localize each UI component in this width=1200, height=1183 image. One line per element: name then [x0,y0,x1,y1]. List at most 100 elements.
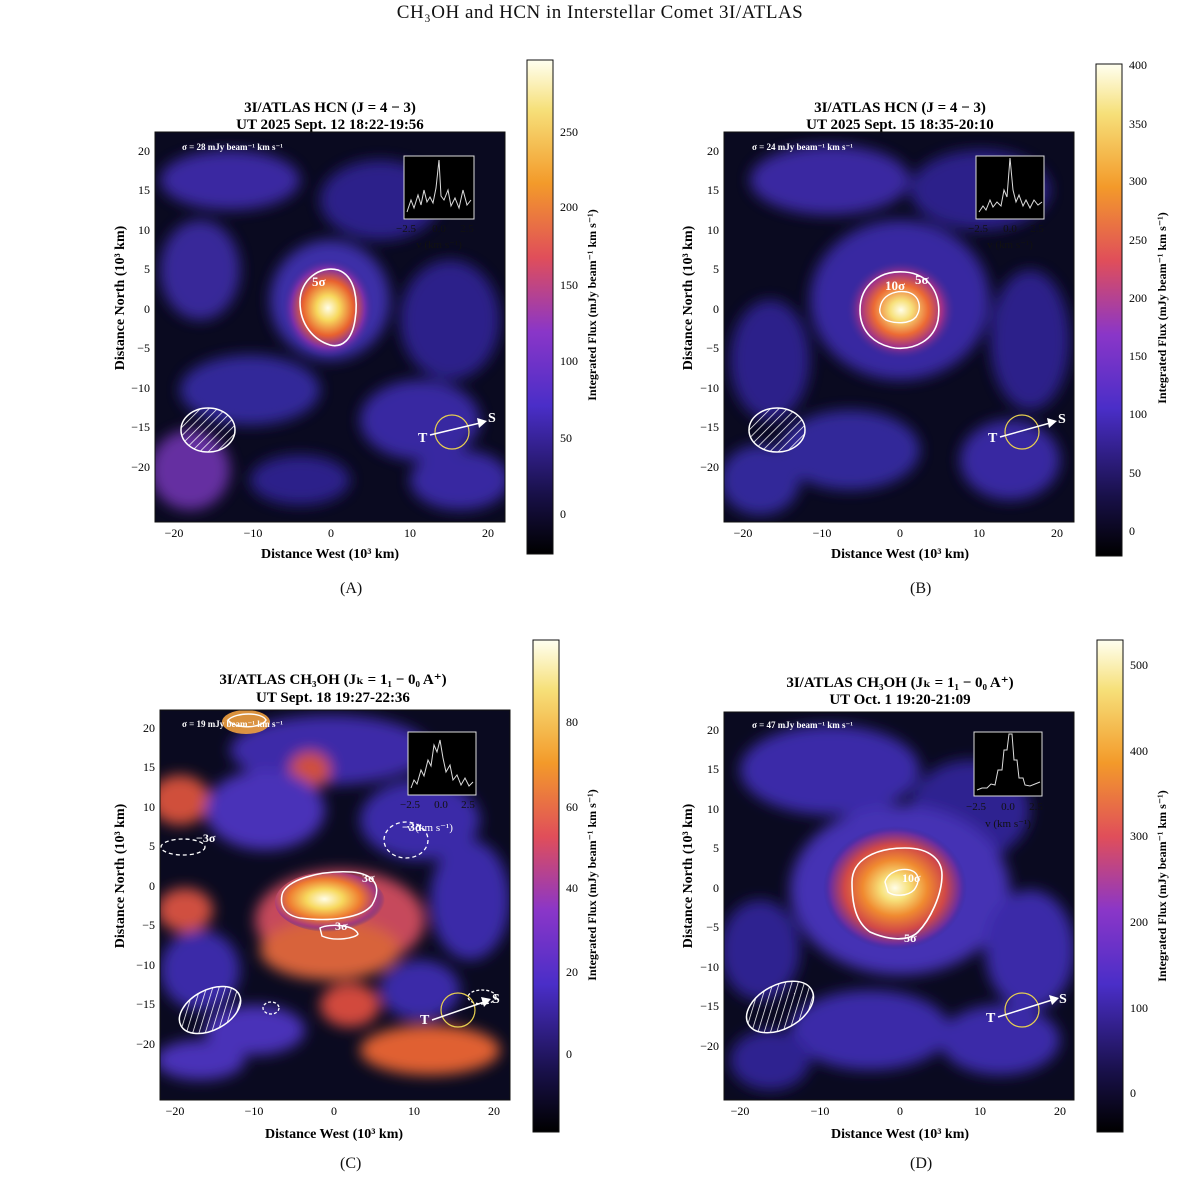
tick-label: −2.5 [966,801,986,813]
spectrum-inset: −2.5 0.0 2.5 v (km s⁻¹) [966,731,1043,830]
tick-label: σ = 47 mJy beam⁻¹ km s⁻¹ [752,720,853,730]
tick-label: σ = 19 mJy beam⁻¹ km s⁻¹ [182,719,283,729]
tick-label: 20 [143,721,155,735]
tick-label: 20 [488,1104,500,1118]
tick-label: 40 [566,881,578,895]
tick-label: Distance North (10³ km) [113,803,128,948]
colorbar: 400 350 300 250 200 150 100 50 0 Integra… [1095,58,1169,557]
tick-label: 10 [707,802,719,816]
tick-label: 10σ [885,278,905,293]
caption-d: (D) [910,1155,933,1172]
tick-label: 0 [560,507,566,521]
tick-label: 0.0 [432,223,446,235]
tick-label: −15 [131,420,150,434]
tick-label: S [488,411,496,426]
tick-label: 400 [1130,744,1148,758]
tick-label: 20 [482,526,494,540]
direction-indicator: T S [418,411,496,450]
sigma-label: σ = 28 mJy beam⁻¹ km s⁻¹ [182,142,283,152]
tick-label: −5 [706,920,719,934]
tick-label: 15 [707,762,719,776]
direction-indicator: T S [986,992,1067,1028]
tick-label: 0 [328,526,334,540]
tick-label: −20 [131,460,150,474]
tick-label: 10 [143,800,155,814]
beam-ellipse [180,407,236,453]
tick-label: T [418,431,428,446]
tick-label: 3I/ATLAS CH₃OH (Jₖ = 1₁ − 0₀ A⁺) [786,675,1013,691]
colorbar: 80 60 40 20 0 Integrated Flux (mJy beam⁻… [532,639,599,1133]
tick-label: 250 [1129,233,1147,247]
tick-label: 10 [974,1104,986,1118]
tick-label: 2.5 [460,223,474,235]
tick-label: −20 [734,526,753,540]
tick-label: 0 [331,1104,337,1118]
tick-label: 0 [149,879,155,893]
panel-title-line2: UT 2025 Sept. 12 18:22-19:56 [236,117,424,133]
tick-label: 2.5 [1030,223,1044,235]
tick-label: 0 [1130,1086,1136,1100]
tick-label: 80 [566,715,578,729]
tick-label: 3σ [335,919,348,933]
contour-label: 5σ [312,274,326,289]
tick-label: −10 [700,381,719,395]
tick-label: −2.5 [968,223,988,235]
tick-label: 10σ [902,871,921,885]
caption-c: (C) [340,1155,362,1172]
tick-label: −20 [136,1037,155,1051]
tick-label: −2.5 [400,799,420,811]
tick-label: 300 [1129,174,1147,188]
tick-label: 200 [1129,291,1147,305]
tick-label: 100 [1130,1001,1148,1015]
colorbar: 500 400 300 200 100 0 Integrated Flux (m… [1096,639,1169,1133]
tick-label: 20 [138,144,150,158]
tick-label: S [1059,992,1067,1007]
tick-label: 350 [1129,117,1147,131]
beam-ellipse [748,407,806,453]
tick-label: Distance West (10³ km) [831,547,969,562]
tick-label: 10 [973,526,985,540]
page-header: CH₃OH and HCN in Interstellar Comet 3I/A… [396,2,804,23]
tick-label: 3I/ATLAS CH₃OH (Jₖ = 1₁ − 0₀ A⁺) [219,672,446,688]
y-axis: 20 15 10 5 0 −5 −10 −15 −20 [700,723,719,1053]
tick-label: 10 [707,223,719,237]
tick-label: 50 [1129,466,1141,480]
tick-label: 250 [560,125,578,139]
tick-label: 5 [713,841,719,855]
tick-label: Integrated Flux (mJy beam⁻¹ km s⁻¹) [1155,212,1169,404]
tick-label: T [988,431,998,446]
tick-label: 0 [713,881,719,895]
tick-label: −10 [245,1104,264,1118]
tick-label: 5σ [904,931,917,945]
tick-label: −10 [700,960,719,974]
y-axis: 20 15 10 5 0 −5 −10 −15 −20 [131,144,150,474]
tick-label: 10 [138,223,150,237]
tick-label: 0.0 [1001,801,1015,813]
tick-label: −10 [136,958,155,972]
tick-label: S [492,992,500,1007]
tick-label: −3σ [402,820,422,834]
tick-label: 3σ [362,871,375,885]
tick-label: 20 [1054,1104,1066,1118]
intensity-map: 10σ 5σ [724,712,1074,1100]
tick-label: v (km s⁻¹) [987,239,1033,251]
plot-frame [154,131,506,523]
tick-label: Distance North (10³ km) [681,225,696,370]
tick-label: 20 [1051,526,1063,540]
panel-a: 3I/ATLAS HCN (J = 4 − 3) UT 2025 Sept. 1… [113,59,599,562]
tick-label: 100 [560,354,578,368]
caption-b: (B) [910,580,932,597]
tick-label: 0.0 [434,799,448,811]
y-axis-label: Distance North (10³ km) [113,225,128,370]
tick-label: 0 [144,302,150,316]
tick-label: 5σ [915,272,929,287]
tick-label: −15 [700,999,719,1013]
tick-label: σ = 24 mJy beam⁻¹ km s⁻¹ [752,142,853,152]
tick-label: −15 [700,420,719,434]
panel-c: 3I/ATLAS CH₃OH (Jₖ = 1₁ − 0₀ A⁺) UT Sept… [113,639,599,1142]
tick-label: T [986,1011,996,1026]
tick-label: −3σ [196,831,216,845]
tick-label: −10 [811,1104,830,1118]
tick-label: 20 [707,144,719,158]
